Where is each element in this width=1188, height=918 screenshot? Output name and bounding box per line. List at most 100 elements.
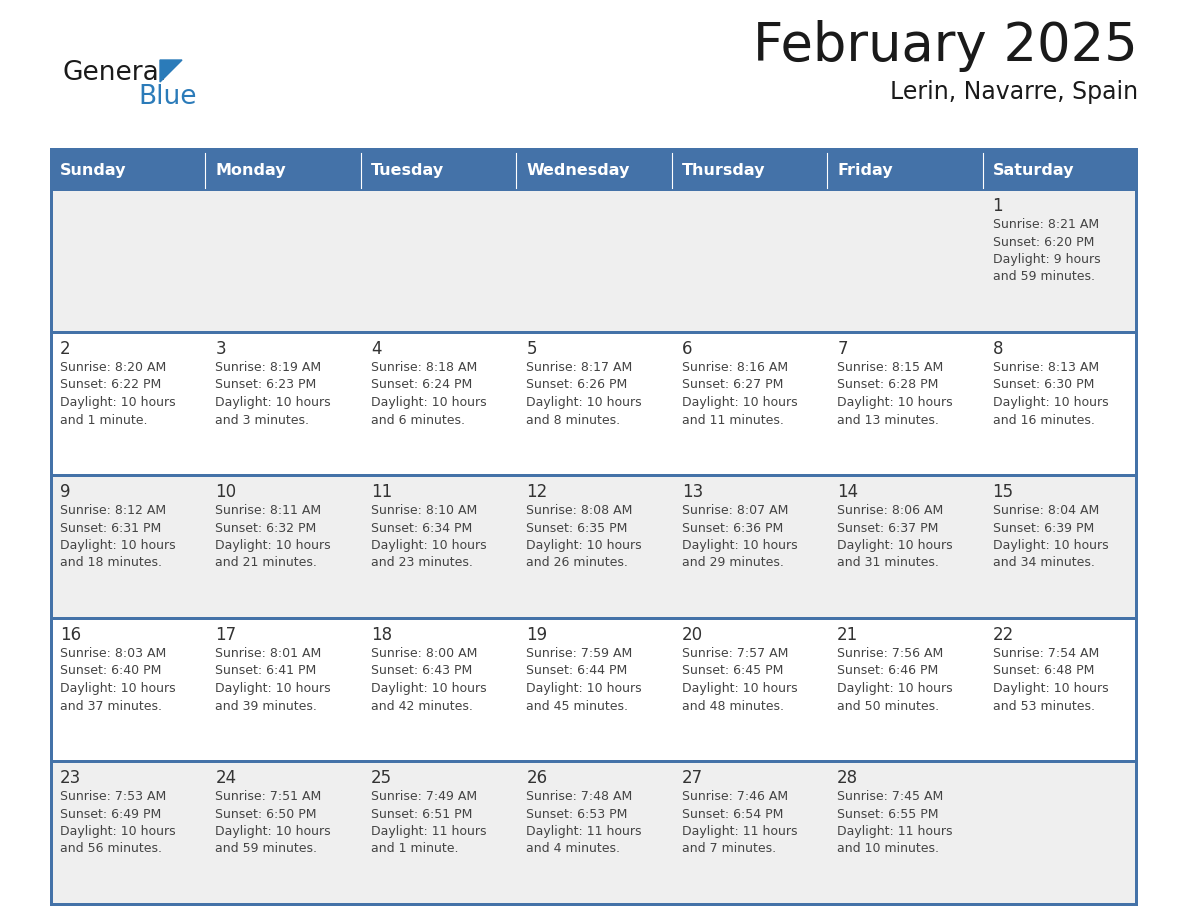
Text: and 21 minutes.: and 21 minutes. [215, 556, 317, 569]
Text: Sunset: 6:44 PM: Sunset: 6:44 PM [526, 665, 627, 677]
Text: Sunrise: 8:01 AM: Sunrise: 8:01 AM [215, 647, 322, 660]
Text: 2: 2 [61, 340, 70, 358]
Bar [671, 153, 827, 188]
Text: and 3 minutes.: and 3 minutes. [215, 413, 309, 427]
Text: Daylight: 10 hours: Daylight: 10 hours [526, 682, 642, 695]
Text: Sunset: 6:41 PM: Sunset: 6:41 PM [215, 665, 317, 677]
Bar [50, 331, 1138, 334]
Bar [50, 153, 53, 906]
Bar [671, 477, 827, 617]
Bar [50, 148, 1138, 153]
Bar [827, 334, 982, 474]
Bar [50, 191, 206, 331]
Text: Sunrise: 7:48 AM: Sunrise: 7:48 AM [526, 790, 632, 803]
Text: Sunset: 6:36 PM: Sunset: 6:36 PM [682, 521, 783, 534]
Bar [982, 477, 1138, 617]
Text: Sunrise: 8:17 AM: Sunrise: 8:17 AM [526, 361, 632, 374]
Text: 4: 4 [371, 340, 381, 358]
Text: Sunrise: 7:51 AM: Sunrise: 7:51 AM [215, 790, 322, 803]
Text: Sunset: 6:37 PM: Sunset: 6:37 PM [838, 521, 939, 534]
Bar [517, 334, 671, 474]
Text: Daylight: 10 hours: Daylight: 10 hours [215, 539, 331, 552]
Text: Sunrise: 8:07 AM: Sunrise: 8:07 AM [682, 504, 788, 517]
Text: Daylight: 10 hours: Daylight: 10 hours [838, 682, 953, 695]
Text: Sunrise: 8:11 AM: Sunrise: 8:11 AM [215, 504, 322, 517]
Text: Sunset: 6:43 PM: Sunset: 6:43 PM [371, 665, 472, 677]
Text: Sunrise: 8:08 AM: Sunrise: 8:08 AM [526, 504, 633, 517]
Bar [50, 760, 1138, 763]
Text: Sunrise: 7:54 AM: Sunrise: 7:54 AM [992, 647, 1099, 660]
Text: Sunrise: 7:57 AM: Sunrise: 7:57 AM [682, 647, 788, 660]
Text: Sunset: 6:54 PM: Sunset: 6:54 PM [682, 808, 783, 821]
Text: Sunrise: 8:20 AM: Sunrise: 8:20 AM [61, 361, 166, 374]
Text: Daylight: 10 hours: Daylight: 10 hours [992, 396, 1108, 409]
Bar [671, 191, 827, 331]
Text: Sunset: 6:55 PM: Sunset: 6:55 PM [838, 808, 939, 821]
Bar [206, 334, 361, 474]
Text: Sunset: 6:24 PM: Sunset: 6:24 PM [371, 378, 472, 391]
Bar [982, 334, 1138, 474]
Bar [671, 334, 827, 474]
Text: and 18 minutes.: and 18 minutes. [61, 556, 162, 569]
Bar [827, 153, 982, 188]
Text: 8: 8 [992, 340, 1003, 358]
Text: Sunset: 6:31 PM: Sunset: 6:31 PM [61, 521, 162, 534]
Text: Tuesday: Tuesday [371, 163, 444, 178]
Text: Daylight: 10 hours: Daylight: 10 hours [838, 396, 953, 409]
Text: Daylight: 10 hours: Daylight: 10 hours [526, 396, 642, 409]
Text: Daylight: 11 hours: Daylight: 11 hours [526, 825, 642, 838]
Bar [361, 620, 517, 760]
Bar [206, 191, 361, 331]
Bar [50, 474, 1138, 477]
Text: and 7 minutes.: and 7 minutes. [682, 843, 776, 856]
Text: Sunrise: 7:59 AM: Sunrise: 7:59 AM [526, 647, 632, 660]
Text: Daylight: 10 hours: Daylight: 10 hours [992, 682, 1108, 695]
Text: Sunrise: 8:21 AM: Sunrise: 8:21 AM [992, 218, 1099, 231]
Bar [50, 334, 206, 474]
Text: Friday: Friday [838, 163, 892, 178]
Text: Saturday: Saturday [992, 163, 1074, 178]
Text: Daylight: 10 hours: Daylight: 10 hours [371, 682, 486, 695]
Text: Sunrise: 7:46 AM: Sunrise: 7:46 AM [682, 790, 788, 803]
Bar [50, 617, 1138, 620]
Bar [827, 191, 982, 331]
Text: and 26 minutes.: and 26 minutes. [526, 556, 628, 569]
Bar [827, 620, 982, 760]
Text: 21: 21 [838, 626, 859, 644]
Text: and 39 minutes.: and 39 minutes. [215, 700, 317, 712]
Text: and 45 minutes.: and 45 minutes. [526, 700, 628, 712]
Bar [361, 334, 517, 474]
Text: 17: 17 [215, 626, 236, 644]
Text: 5: 5 [526, 340, 537, 358]
Text: 27: 27 [682, 769, 703, 787]
Text: and 37 minutes.: and 37 minutes. [61, 700, 162, 712]
Text: Sunset: 6:49 PM: Sunset: 6:49 PM [61, 808, 162, 821]
Text: 23: 23 [61, 769, 81, 787]
Text: 18: 18 [371, 626, 392, 644]
Text: Daylight: 10 hours: Daylight: 10 hours [215, 396, 331, 409]
Text: Blue: Blue [138, 84, 196, 110]
Text: and 48 minutes.: and 48 minutes. [682, 700, 784, 712]
Text: Daylight: 10 hours: Daylight: 10 hours [61, 825, 176, 838]
Text: Sunset: 6:23 PM: Sunset: 6:23 PM [215, 378, 317, 391]
Text: 14: 14 [838, 483, 858, 501]
Text: Daylight: 10 hours: Daylight: 10 hours [682, 539, 797, 552]
Text: Sunday: Sunday [61, 163, 126, 178]
Bar [361, 153, 517, 188]
Text: and 50 minutes.: and 50 minutes. [838, 700, 940, 712]
Text: 24: 24 [215, 769, 236, 787]
Text: Sunset: 6:46 PM: Sunset: 6:46 PM [838, 665, 939, 677]
Text: 22: 22 [992, 626, 1013, 644]
Text: 11: 11 [371, 483, 392, 501]
Text: and 10 minutes.: and 10 minutes. [838, 843, 940, 856]
Text: Sunset: 6:27 PM: Sunset: 6:27 PM [682, 378, 783, 391]
Bar [361, 191, 517, 331]
Bar [982, 153, 1138, 188]
Bar [206, 477, 361, 617]
Text: Daylight: 9 hours: Daylight: 9 hours [992, 253, 1100, 266]
Polygon shape [160, 60, 182, 82]
Text: 19: 19 [526, 626, 548, 644]
Text: Sunset: 6:34 PM: Sunset: 6:34 PM [371, 521, 472, 534]
Text: Sunset: 6:51 PM: Sunset: 6:51 PM [371, 808, 473, 821]
Text: and 6 minutes.: and 6 minutes. [371, 413, 465, 427]
